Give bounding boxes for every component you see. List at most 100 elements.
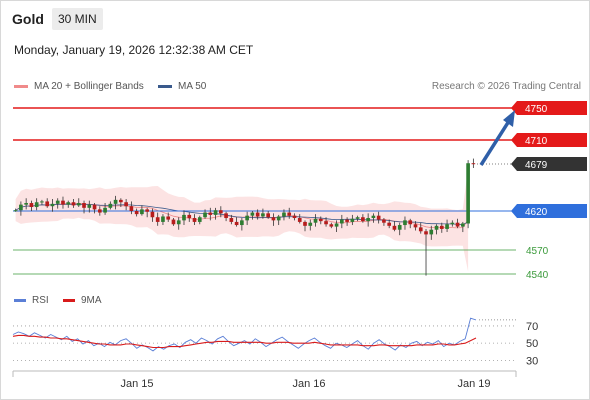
candle-body [245, 215, 249, 221]
last-price-label: 4679 [525, 160, 548, 171]
candle-body [134, 211, 139, 215]
candle-body [308, 222, 313, 226]
candle-body [97, 209, 102, 213]
ma50-swatch [158, 84, 172, 88]
resistance-label-1: 4750 [525, 104, 548, 115]
legend-item-ma20: MA 20 + Bollinger Bands [14, 81, 144, 92]
candle-body [61, 200, 65, 205]
candle-body [119, 199, 123, 203]
candle-body [387, 222, 392, 226]
rsi-tick-30: 30 [526, 355, 538, 367]
candle-body [424, 231, 428, 235]
candle-body [397, 225, 402, 230]
candle-body [71, 202, 76, 206]
candle-body [439, 225, 444, 229]
candle-body [250, 212, 255, 216]
candle-body [376, 215, 381, 220]
pivot-tag-arrow [511, 204, 517, 218]
candle-body [187, 214, 192, 219]
candle-body [24, 203, 28, 205]
candle-body [371, 215, 376, 219]
resistance-tag-arrow-1 [511, 101, 517, 115]
candle-body [318, 218, 323, 222]
legend-item-rsi: RSI [14, 295, 49, 306]
candle-body [324, 221, 328, 225]
candle-body [255, 212, 260, 217]
candle-body [124, 202, 128, 207]
candle-body [271, 217, 276, 221]
last-price-tag [517, 157, 587, 171]
legend-item-9ma: 9MA [63, 295, 102, 306]
candle-body [345, 219, 349, 222]
candle-body [455, 222, 460, 227]
candle-body [66, 202, 71, 205]
candle-body [229, 218, 234, 222]
pivot-tag [517, 204, 587, 218]
candle-body [408, 220, 413, 225]
candle-body [129, 206, 134, 211]
candle-body [45, 201, 50, 207]
resistance-tag-1 [517, 101, 587, 115]
candle-body [76, 203, 81, 206]
candle-body [145, 209, 149, 212]
candle-body [382, 219, 386, 223]
candle-body [434, 225, 439, 230]
datetime-label: Monday, January 19, 2026 12:32:38 AM CET [14, 43, 254, 57]
candle-body [355, 217, 360, 219]
candle-body [361, 217, 365, 222]
candle-body [287, 212, 292, 216]
projection-arrow-head [503, 110, 515, 127]
candle-body [103, 207, 107, 213]
x-tick-jan-19: Jan 19 [457, 378, 490, 390]
legend-item-ma50: MA 50 [158, 81, 206, 92]
header: Gold 30 MIN [1, 1, 589, 37]
support-label-2: 4540 [526, 270, 549, 281]
candle-body [403, 220, 407, 226]
candle-body [171, 219, 176, 225]
candle-body [166, 216, 171, 220]
candle-body [203, 212, 207, 218]
candle-body [471, 163, 476, 165]
candle-body [329, 224, 334, 227]
rsi-tick-50: 50 [526, 338, 538, 350]
candle-body [150, 211, 155, 218]
instrument-title: Gold [12, 11, 44, 27]
9ma-series-line [12, 334, 477, 349]
candle-body [445, 224, 449, 229]
candle-body [213, 210, 218, 215]
candle-body [350, 218, 355, 222]
candle-body [429, 229, 434, 235]
rsi-tick-70: 70 [526, 321, 538, 333]
candle-body [87, 204, 92, 208]
candle-body [40, 201, 44, 203]
candle-body [140, 209, 144, 215]
candle-body [55, 200, 60, 204]
candle-body [182, 214, 186, 221]
ma20-swatch [14, 84, 28, 88]
resistance-label-2: 4710 [525, 136, 548, 147]
research-credit: Research © 2026 Trading Central [431, 81, 581, 92]
x-tick-jan-15: Jan 15 [120, 378, 153, 390]
candle-body [313, 218, 318, 223]
timeframe-badge[interactable]: 30 MIN [52, 8, 103, 30]
resistance-tag-2 [517, 133, 587, 147]
candle-body [292, 215, 297, 219]
candle-body [82, 203, 86, 208]
candle-body [240, 220, 244, 226]
candle-body [297, 218, 302, 222]
candle-body [113, 199, 118, 204]
candle-body [155, 217, 160, 222]
candle-body [197, 217, 202, 222]
candle-body [50, 203, 55, 207]
candle-body [92, 204, 97, 210]
candle-body [19, 204, 23, 211]
9ma-swatch [63, 298, 75, 302]
candle-body [450, 222, 455, 225]
ma50-label: MA 50 [178, 81, 207, 92]
ma50-line [15, 203, 469, 225]
candle-body [413, 224, 418, 228]
candle-body [108, 203, 113, 208]
candle-body [334, 223, 339, 227]
candle-body [34, 202, 39, 208]
